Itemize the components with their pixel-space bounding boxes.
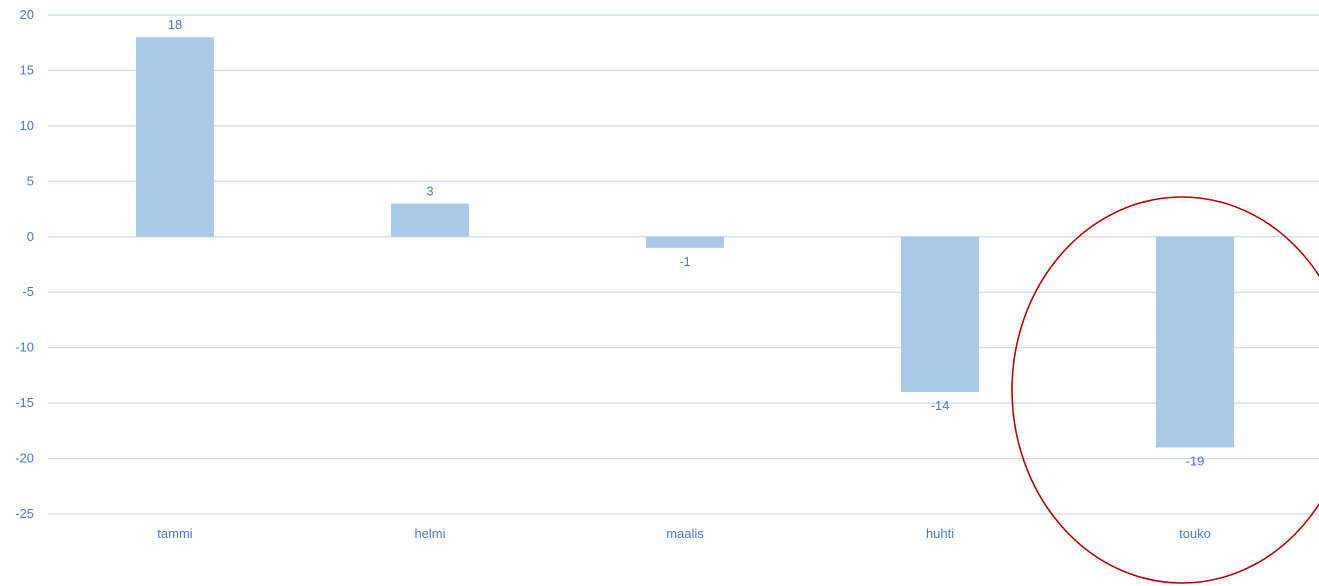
y-tick-label: 20 [20, 7, 34, 22]
y-tick-label: 15 [20, 62, 34, 77]
y-tick-label: 5 [27, 173, 34, 188]
x-category-label: helmi [414, 526, 445, 541]
y-tick-label: 0 [27, 229, 34, 244]
bars [136, 37, 1234, 448]
data-label: -1 [679, 254, 691, 269]
bar-huhti [901, 236, 979, 393]
highlight-ellipse [1011, 196, 1319, 584]
bar-tammi [136, 37, 214, 237]
bar-maalis [646, 236, 724, 248]
x-category-label: touko [1179, 526, 1211, 541]
x-category-label: huhti [926, 526, 954, 541]
x-category-label: tammi [157, 526, 193, 541]
bar-helmi [391, 203, 469, 237]
data-label: -19 [1186, 453, 1205, 468]
y-tick-label: -25 [15, 506, 34, 521]
x-category-label: maalis [666, 526, 704, 541]
bar-touko [1156, 236, 1234, 448]
data-label: 3 [426, 184, 433, 199]
data-label: 18 [168, 17, 182, 32]
y-tick-label: -10 [15, 340, 34, 355]
data-label: -14 [931, 398, 950, 413]
labels: 20 15 10 5 0 -5 -10 -15 -20 -25 tammi 18 helmi 3 maali… [15, 7, 1211, 541]
y-tick-label: -20 [15, 451, 34, 466]
y-tick-label: -15 [15, 395, 34, 410]
y-tick-label: -5 [22, 284, 34, 299]
y-tick-label: 10 [20, 118, 34, 133]
annotation [1011, 196, 1319, 584]
